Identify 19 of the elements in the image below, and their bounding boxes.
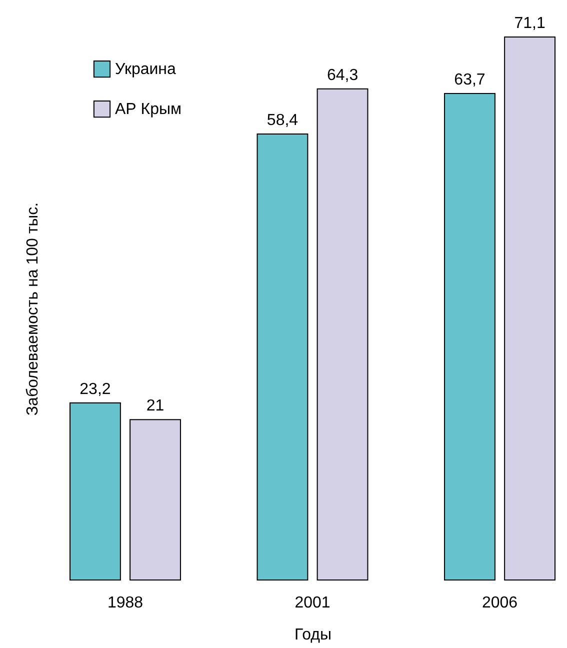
bar (316, 88, 368, 580)
legend-label: АР Крым (115, 101, 182, 118)
data-label: 23,2 (80, 380, 111, 398)
data-label: 21 (146, 398, 164, 415)
x-tick-label: 2006 (482, 594, 518, 612)
x-axis-title: Годы (294, 626, 332, 644)
legend-label: Украина (115, 61, 176, 78)
bar (444, 93, 496, 580)
bar (256, 133, 308, 580)
bar (70, 402, 121, 580)
bar (130, 419, 181, 580)
y-axis-title: Заболеваемость на 100 тыс. (24, 202, 42, 416)
data-label: 63,7 (454, 72, 486, 89)
data-label: 64,3 (326, 66, 358, 84)
data-label: 58,4 (266, 112, 298, 129)
data-label: 71,1 (514, 15, 546, 32)
x-tick-label: 1988 (107, 594, 144, 612)
x-tick-label: 2001 (294, 594, 330, 612)
bar (504, 36, 556, 580)
